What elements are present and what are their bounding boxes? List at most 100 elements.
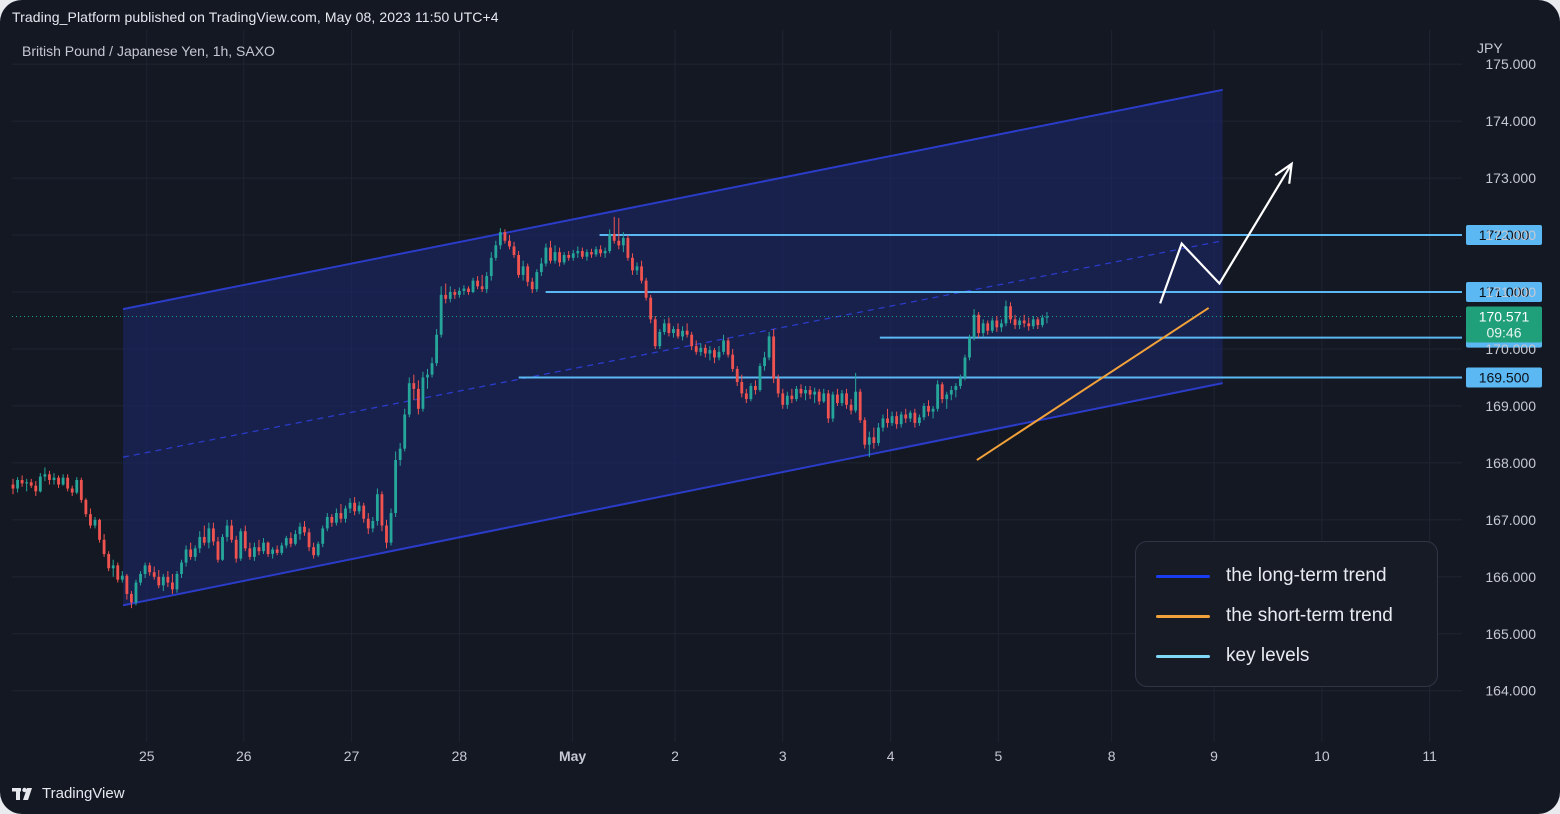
candle-body: [672, 329, 675, 334]
candle-body: [398, 448, 402, 461]
y-tick-label: 173.000: [1485, 170, 1536, 186]
candle-body: [107, 554, 111, 569]
y-tick-label: 164.000: [1485, 683, 1536, 699]
candle-body: [120, 575, 124, 580]
candle-body: [312, 547, 316, 556]
candle-body: [977, 314, 981, 334]
candle-body: [184, 549, 188, 563]
candle-body: [813, 391, 817, 395]
x-tick-label: 3: [779, 748, 787, 764]
candle-body: [134, 582, 138, 603]
candle-body: [886, 418, 889, 424]
candle-body: [799, 388, 803, 394]
candle-body: [426, 374, 429, 378]
candle-body: [986, 323, 990, 331]
candle-body: [43, 474, 47, 477]
candle-body: [927, 405, 930, 412]
candle-body: [990, 320, 994, 331]
candle-body: [1018, 320, 1022, 326]
candle-body: [143, 565, 147, 574]
candle-body: [571, 253, 575, 258]
candle-body: [216, 541, 220, 560]
candle-body: [908, 412, 912, 419]
candle-body: [239, 531, 243, 559]
candle-body: [740, 382, 744, 394]
candle-body: [57, 477, 60, 485]
legend-label: key levels: [1226, 645, 1310, 666]
x-tick-label: 26: [236, 748, 252, 764]
candle-body: [904, 414, 908, 419]
projection-arrowhead: [1274, 161, 1294, 184]
x-tick-label: 11: [1422, 748, 1437, 764]
candle-body: [822, 393, 826, 402]
candle-body: [649, 297, 653, 320]
candle-body: [845, 393, 848, 405]
candle-body: [1045, 316, 1049, 318]
candle-body: [207, 528, 211, 543]
candle-body: [38, 476, 42, 492]
candle-body: [353, 502, 357, 512]
candle-body: [936, 384, 940, 409]
candle-body: [271, 549, 275, 555]
y-tick-label: 169.000: [1485, 398, 1536, 414]
candle-body: [230, 525, 234, 540]
candle-body: [558, 252, 561, 263]
candle-body: [416, 388, 420, 409]
x-tick-label: 8: [1108, 748, 1116, 764]
candle-body: [152, 572, 156, 577]
channel-upper-line: [122, 88, 1223, 311]
candle-body: [867, 437, 871, 445]
candle-body: [467, 288, 470, 293]
candle-body: [708, 350, 712, 354]
candle-body: [20, 479, 24, 484]
candle-body: [881, 418, 885, 428]
candle-body: [212, 528, 215, 542]
key-level-tag-label: 171.000: [1479, 284, 1530, 300]
candle-body: [535, 272, 539, 290]
candle-body: [29, 482, 33, 486]
current-price-label: 170.571: [1479, 308, 1530, 324]
x-tick-label: 2: [671, 748, 679, 764]
candle-body: [849, 404, 853, 411]
candle-body: [658, 331, 662, 347]
candle-body: [713, 350, 716, 358]
trend-overlays: [976, 161, 1294, 461]
candle-body: [549, 247, 552, 261]
candle-body: [790, 395, 794, 400]
candle-body: [836, 394, 839, 404]
candle-body: [139, 573, 142, 583]
candle-body: [116, 565, 120, 580]
y-tick-label: 174.000: [1485, 113, 1536, 129]
countdown-label: 09:46: [1486, 324, 1521, 340]
candle-body: [763, 357, 766, 367]
candle-body: [508, 240, 511, 247]
current-price-tag: [1466, 306, 1542, 343]
candles: [11, 216, 1049, 609]
y-tick-label: 175.000: [1485, 56, 1536, 72]
legend-swatch-key-levels: [1156, 654, 1210, 658]
candle-body: [198, 536, 202, 549]
candle-body: [403, 414, 407, 449]
projection-path: [1159, 163, 1293, 304]
candle-body: [70, 488, 74, 493]
candle-body: [366, 518, 370, 529]
candle-body: [631, 257, 634, 271]
candle-body: [831, 394, 835, 419]
candle-body: [781, 393, 785, 405]
candle-body: [758, 366, 762, 390]
candle-body: [576, 251, 580, 254]
candle-body: [448, 292, 452, 299]
candle-body: [544, 247, 548, 264]
footer-brand[interactable]: TradingView: [12, 785, 125, 802]
candle-body: [307, 532, 311, 548]
candle-body: [662, 323, 666, 332]
candle-body: [98, 519, 101, 540]
candle-body: [999, 323, 1003, 328]
candle-body: [462, 288, 466, 291]
candle-body: [667, 323, 671, 334]
candle-body: [503, 232, 507, 241]
channel-fill: [123, 89, 1223, 606]
long-term-channel: [122, 88, 1223, 607]
